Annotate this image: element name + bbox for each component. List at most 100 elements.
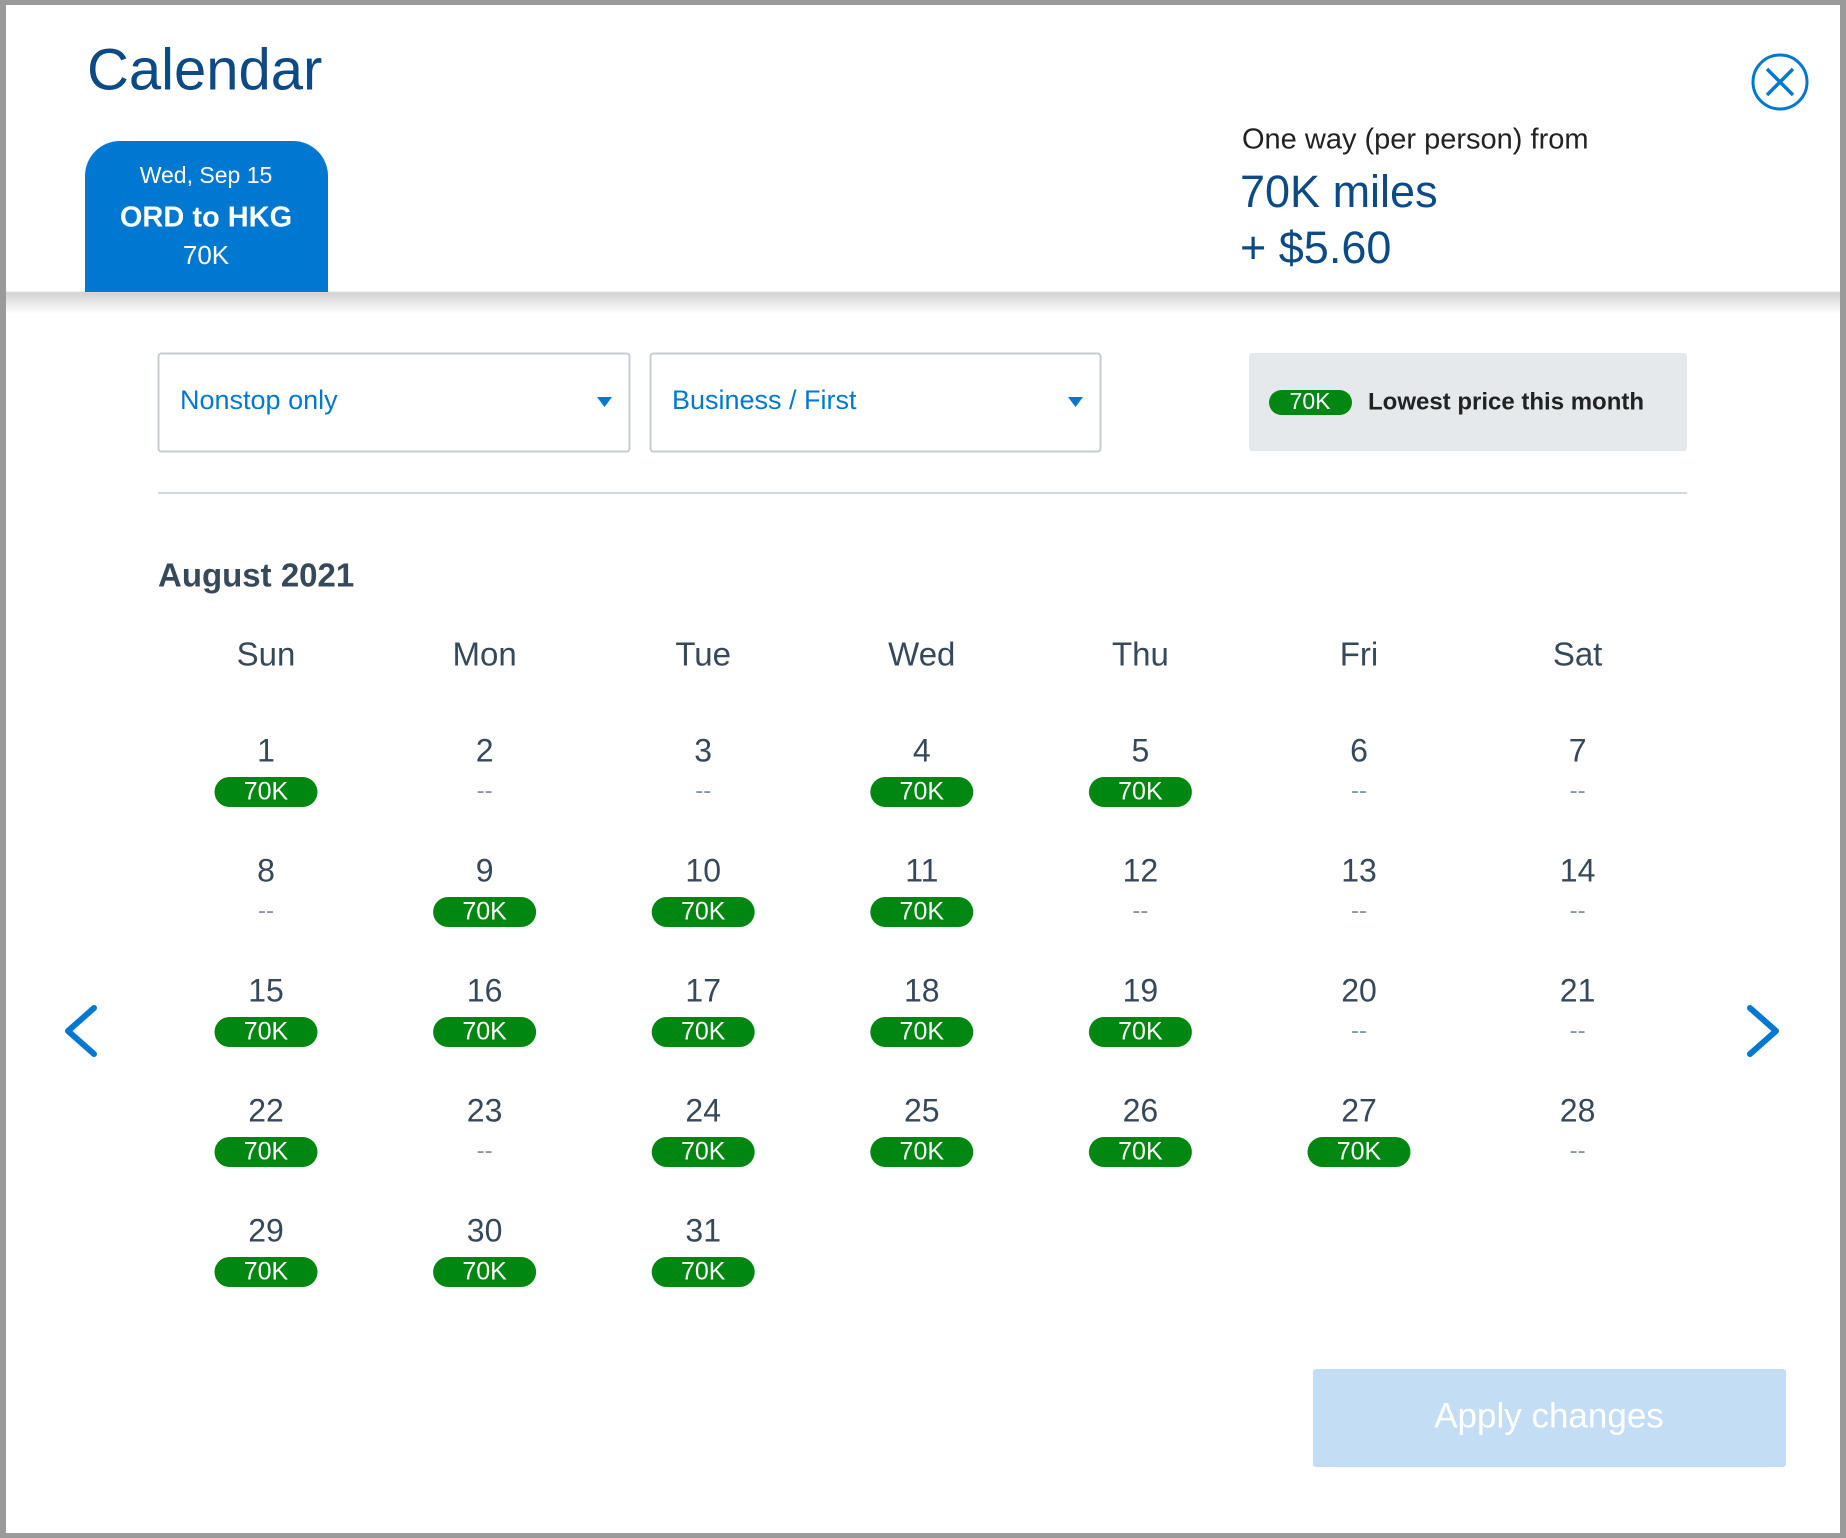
header-shadow bbox=[6, 292, 1840, 314]
price-badge bbox=[1088, 1017, 1192, 1047]
apply-button[interactable]: Apply changes bbox=[1313, 1369, 1786, 1467]
day-number: 13 bbox=[1341, 852, 1377, 888]
day-price-empty: -- bbox=[1351, 897, 1367, 924]
prev-month[interactable] bbox=[65, 1005, 97, 1057]
price-badge bbox=[433, 1257, 537, 1287]
day-price: 70K bbox=[462, 1018, 507, 1046]
day-cell[interactable]: 8 -- bbox=[257, 852, 275, 924]
summary-fee: + $5.60 bbox=[1240, 222, 1391, 273]
calendar-grid: Sun Mon Tue Wed Thu Fri Sat170K2--3--470K570K6… bbox=[214, 636, 1603, 1287]
day-number: 30 bbox=[467, 1212, 503, 1248]
tab-route: ORD to HKG bbox=[120, 202, 292, 234]
day-cell[interactable]: 6 -- bbox=[1350, 732, 1368, 804]
day-price-empty: -- bbox=[1570, 1137, 1586, 1164]
day-cell[interactable]: 28 -- bbox=[1560, 1092, 1596, 1164]
price-badge bbox=[214, 777, 318, 807]
day-cell[interactable]: 20 -- bbox=[1341, 972, 1377, 1044]
day-price-empty: -- bbox=[477, 1137, 493, 1164]
legend-text: Lowest price this month bbox=[1368, 388, 1644, 415]
day-price: 70K bbox=[1118, 778, 1163, 806]
day-cell[interactable]: 7 -- bbox=[1569, 732, 1587, 804]
cabin-dropdown[interactable]: Business / First bbox=[649, 352, 1102, 453]
day-number: 4 bbox=[913, 732, 931, 768]
price-badge bbox=[651, 897, 755, 927]
legend-badge-text: 70K bbox=[1290, 388, 1332, 414]
day-price-empty: -- bbox=[477, 777, 493, 804]
day-price: 70K bbox=[462, 898, 507, 926]
price-badge bbox=[433, 897, 537, 927]
day-number: 6 bbox=[1350, 732, 1368, 768]
day-price-empty: -- bbox=[1570, 897, 1586, 924]
day-number: 28 bbox=[1560, 1092, 1596, 1128]
close-button[interactable] bbox=[1751, 53, 1809, 111]
day-number: 8 bbox=[257, 852, 275, 888]
flight-tab[interactable] bbox=[85, 141, 328, 292]
day-cell[interactable]: 14 -- bbox=[1560, 852, 1596, 924]
weekday-label: Mon bbox=[452, 636, 516, 673]
day-number: 5 bbox=[1132, 732, 1150, 768]
day-cell[interactable]: 21 -- bbox=[1560, 972, 1596, 1044]
day-cell[interactable]: 12 -- bbox=[1123, 852, 1159, 924]
day-number: 27 bbox=[1341, 1092, 1377, 1128]
price-badge bbox=[214, 1257, 318, 1287]
day-price: 70K bbox=[681, 898, 726, 926]
next-month[interactable] bbox=[1747, 1005, 1779, 1057]
day-price: 70K bbox=[244, 1258, 289, 1286]
stops-dropdown[interactable]: Nonstop only bbox=[157, 352, 631, 453]
day-number: 12 bbox=[1123, 852, 1159, 888]
summary-label: One way (per person) from bbox=[1242, 124, 1589, 156]
weekday-label: Sat bbox=[1553, 636, 1603, 673]
day-cell[interactable]: 2 -- bbox=[476, 732, 494, 804]
day-number: 23 bbox=[467, 1092, 503, 1128]
day-price: 70K bbox=[244, 1138, 289, 1166]
day-number: 11 bbox=[905, 852, 938, 888]
apply-button-text: Apply changes bbox=[1434, 1396, 1664, 1435]
weekday-label: Sun bbox=[237, 636, 296, 673]
legend-box bbox=[1249, 353, 1687, 451]
modal-title: Calendar bbox=[87, 37, 322, 102]
day-number: 19 bbox=[1123, 972, 1159, 1008]
day-price: 70K bbox=[244, 1018, 289, 1046]
day-number: 17 bbox=[685, 972, 721, 1008]
day-price: 70K bbox=[900, 1018, 945, 1046]
day-cell[interactable]: 13 -- bbox=[1341, 852, 1377, 924]
price-badge bbox=[870, 897, 974, 927]
day-cell[interactable]: 3 -- bbox=[694, 732, 712, 804]
price-badge bbox=[651, 1017, 755, 1047]
price-badge bbox=[1088, 777, 1192, 807]
weekday-label: Fri bbox=[1340, 636, 1378, 673]
dropdown-label: Nonstop only bbox=[180, 385, 338, 415]
day-number: 29 bbox=[248, 1212, 284, 1248]
day-number: 18 bbox=[904, 972, 940, 1008]
day-price: 70K bbox=[1118, 1138, 1163, 1166]
price-badge bbox=[1088, 1137, 1192, 1167]
day-cell[interactable]: 23 -- bbox=[467, 1092, 503, 1164]
day-price: 70K bbox=[681, 1258, 726, 1286]
day-price-empty: -- bbox=[1132, 897, 1148, 924]
weekday-label: Tue bbox=[675, 636, 731, 673]
day-number: 1 bbox=[257, 732, 275, 768]
price-badge bbox=[1307, 1137, 1411, 1167]
price-badge bbox=[651, 1257, 755, 1287]
